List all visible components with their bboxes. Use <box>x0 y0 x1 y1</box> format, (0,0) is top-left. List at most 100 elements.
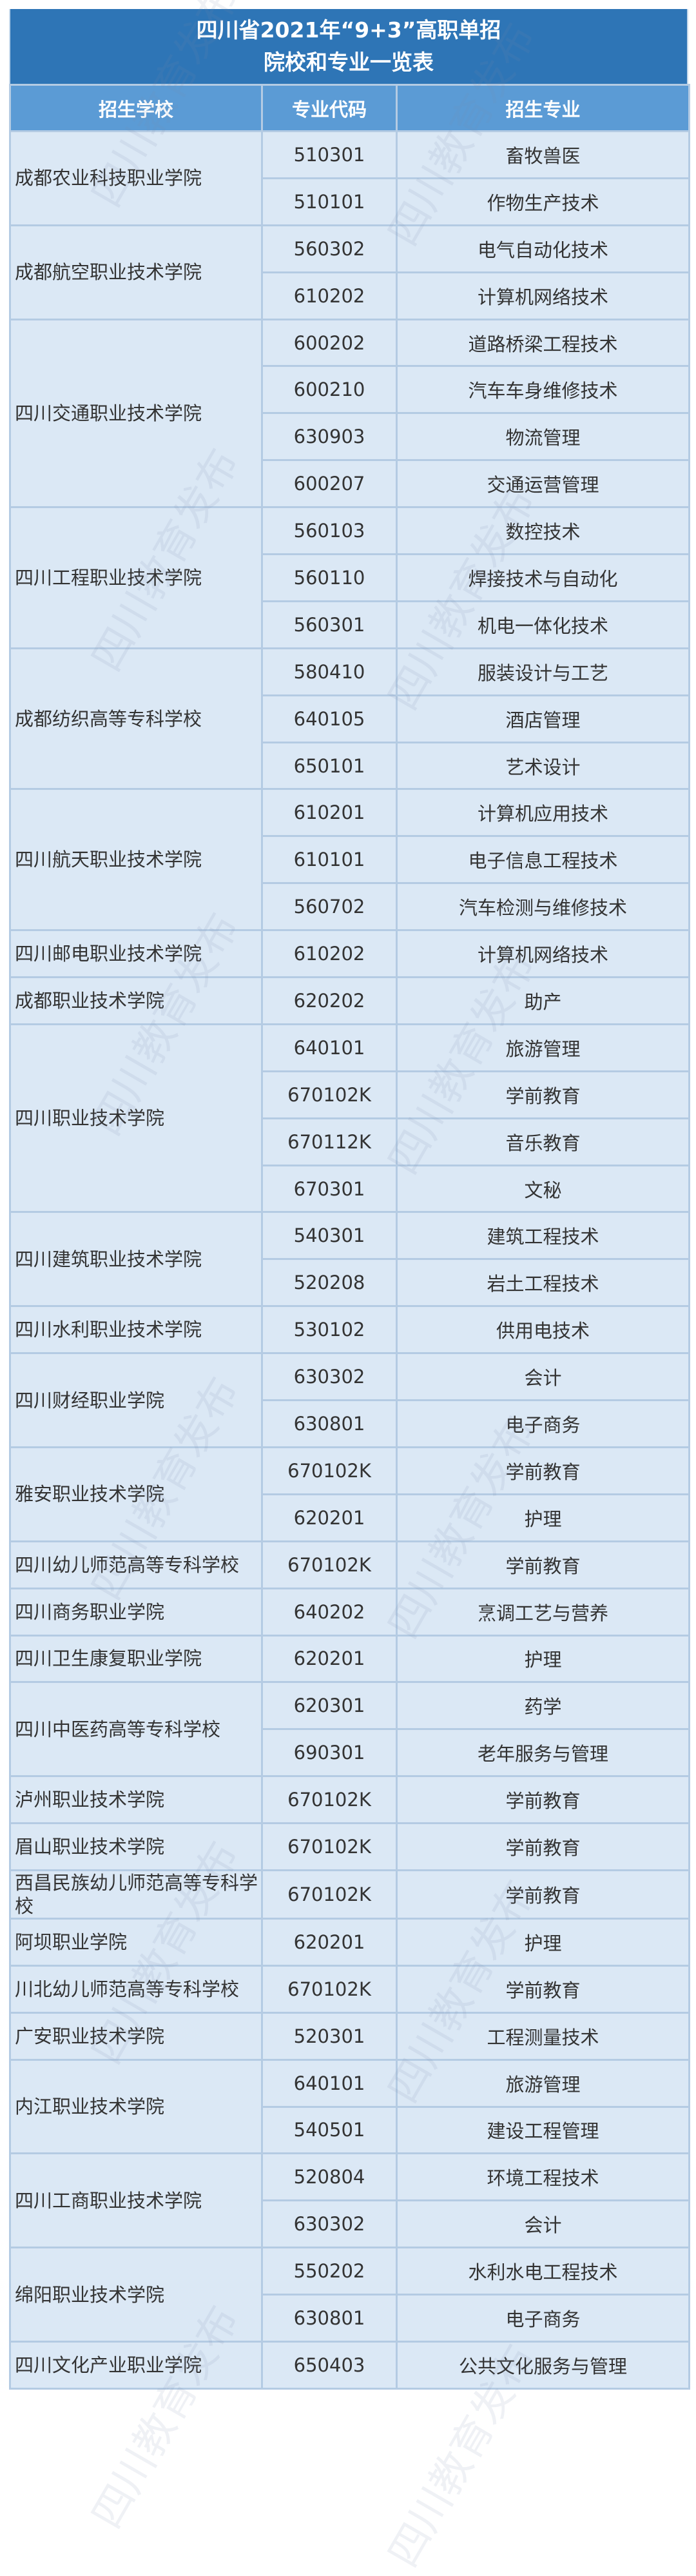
major-code-cell: 610101 <box>261 835 398 885</box>
table-row: 四川航天职业技术学院 610201 计算机应用技术 <box>9 788 690 932</box>
table-row: 560702 汽车检测与维修技术 <box>10 882 690 932</box>
major-name-cell: 电子商务 <box>396 1399 690 1448</box>
school-name-cell: 四川卫生康复职业学院 <box>9 1634 263 1684</box>
major-name-cell: 学前教育 <box>396 1446 690 1495</box>
major-code-cell: 650403 <box>261 2340 398 2390</box>
table-row: 690301 老年服务与管理 <box>10 1728 690 1778</box>
table-row: 成都航空职业技术学院 560302 电气自动化技术 <box>9 224 690 320</box>
table-row: 610202 计算机网络技术 <box>10 271 690 320</box>
major-code-cell: 550202 <box>261 2247 398 2296</box>
major-code-cell: 620201 <box>261 1634 398 1684</box>
major-name-cell: 畜牧兽医 <box>396 130 690 179</box>
major-code-cell: 540301 <box>261 1211 398 1261</box>
school-name-cell: 四川职业技术学院 <box>9 1023 263 1214</box>
major-code-cell: 620201 <box>261 1917 398 1967</box>
table-row: 四川邮电职业技术学院 610202 计算机网络技术 <box>9 929 690 979</box>
table-row: 四川财经职业学院 630302 会计 <box>9 1352 690 1448</box>
table-row: 广安职业技术学院 520301 工程测量技术 <box>9 2011 690 2061</box>
major-name-cell: 护理 <box>396 1917 690 1967</box>
table-row: 四川商务职业学院 640202 烹调工艺与营养 <box>9 1587 690 1637</box>
major-code-cell: 560702 <box>261 882 398 932</box>
major-code-cell: 670112K <box>261 1117 398 1166</box>
table-row: 600207 交通运营管理 <box>10 459 690 509</box>
major-name-cell: 学前教育 <box>396 1070 690 1119</box>
major-code-cell: 630903 <box>261 412 398 462</box>
major-name-cell: 服装设计与工艺 <box>396 647 690 696</box>
major-code-cell: 600202 <box>261 318 398 368</box>
table-row: 成都纺织高等专科学校 580410 服装设计与工艺 <box>9 647 690 791</box>
school-name-cell: 四川工程职业技术学院 <box>9 506 263 649</box>
table-row: 630801 电子商务 <box>10 1399 690 1448</box>
major-name-cell: 计算机网络技术 <box>396 929 690 979</box>
major-name-cell: 计算机网络技术 <box>396 271 690 320</box>
major-code-cell: 690301 <box>261 1728 398 1778</box>
major-code-cell: 520208 <box>261 1258 398 1308</box>
header-school: 招生学校 <box>9 84 263 132</box>
major-code-cell: 580410 <box>261 647 398 696</box>
table-row: 640105 酒店管理 <box>10 694 690 743</box>
major-code-cell: 530102 <box>261 1305 398 1355</box>
major-name-cell: 文秘 <box>396 1164 690 1214</box>
major-code-cell: 600207 <box>261 459 398 509</box>
major-code-cell: 610202 <box>261 271 398 320</box>
major-name-cell: 电气自动化技术 <box>396 224 690 273</box>
major-code-cell: 670102K <box>261 1446 398 1495</box>
major-code-cell: 620202 <box>261 976 398 1025</box>
school-name-cell: 四川幼儿师范高等专科学校 <box>9 1540 263 1589</box>
title-line-1: 四川省2021年“9+3”高职单招 <box>196 17 501 43</box>
table-row: 内江职业技术学院 640101 旅游管理 <box>9 2058 690 2155</box>
table-row: 绵阳职业技术学院 550202 水利水电工程技术 <box>9 2247 690 2343</box>
major-code-cell: 670301 <box>261 1164 398 1214</box>
major-code-cell: 620301 <box>261 1681 398 1731</box>
major-code-cell: 520804 <box>261 2152 398 2202</box>
major-code-cell: 670102K <box>261 1869 398 1920</box>
major-code-cell: 610202 <box>261 929 398 979</box>
major-code-cell: 540501 <box>261 2105 398 2155</box>
major-name-cell: 老年服务与管理 <box>396 1728 690 1778</box>
title-line-2: 院校和专业一览表 <box>264 50 434 75</box>
table-row: 阿坝职业学院 620201 护理 <box>9 1917 690 1967</box>
major-name-cell: 汽车检测与维修技术 <box>396 882 690 932</box>
table-row: 四川卫生康复职业学院 620201 护理 <box>9 1634 690 1684</box>
major-code-cell: 560301 <box>261 600 398 649</box>
table-row: 650101 艺术设计 <box>10 741 690 791</box>
major-name-cell: 学前教育 <box>396 1869 690 1920</box>
major-name-cell: 公共文化服务与管理 <box>396 2340 690 2390</box>
major-name-cell: 道路桥梁工程技术 <box>396 318 690 368</box>
table-row: 四川文化产业职业学院 650403 公共文化服务与管理 <box>9 2340 690 2390</box>
major-name-cell: 供用电技术 <box>396 1305 690 1355</box>
table-row: 670301 文秘 <box>10 1164 690 1214</box>
major-name-cell: 物流管理 <box>396 412 690 462</box>
major-name-cell: 汽车车身维修技术 <box>396 365 690 415</box>
major-name-cell: 建设工程管理 <box>396 2105 690 2155</box>
table-row: 630801 电子商务 <box>10 2294 690 2343</box>
major-name-cell: 烹调工艺与营养 <box>396 1587 690 1637</box>
school-name-cell: 四川交通职业技术学院 <box>9 318 263 509</box>
school-name-cell: 广安职业技术学院 <box>9 2011 263 2061</box>
school-name-cell: 成都职业技术学院 <box>9 976 263 1025</box>
major-code-cell: 520301 <box>261 2011 398 2061</box>
major-code-cell: 650101 <box>261 741 398 791</box>
major-code-cell: 670102K <box>261 1070 398 1119</box>
major-code-cell: 630801 <box>261 1399 398 1448</box>
table-row: 510101 作物生产技术 <box>10 177 690 226</box>
school-name-cell: 绵阳职业技术学院 <box>9 2247 263 2343</box>
major-name-cell: 学前教育 <box>396 1964 690 2014</box>
table-row: 四川职业技术学院 640101 旅游管理 <box>9 1023 690 1214</box>
major-code-cell: 640202 <box>261 1587 398 1637</box>
table-row: 川北幼儿师范高等专科学校 670102K 学前教育 <box>9 1964 690 2014</box>
table-title: 四川省2021年“9+3”高职单招 院校和专业一览表 <box>9 9 688 84</box>
major-name-cell: 护理 <box>396 1634 690 1684</box>
school-name-cell: 雅安职业技术学院 <box>9 1446 263 1542</box>
major-name-cell: 旅游管理 <box>396 2058 690 2108</box>
major-name-cell: 数控技术 <box>396 506 690 556</box>
school-name-cell: 四川财经职业学院 <box>9 1352 263 1448</box>
major-code-cell: 630302 <box>261 2199 398 2249</box>
school-name-cell: 泸州职业技术学院 <box>9 1775 263 1825</box>
table-row: 670112K 音乐教育 <box>10 1117 690 1166</box>
school-name-cell: 四川水利职业技术学院 <box>9 1305 263 1355</box>
major-code-cell: 630801 <box>261 2294 398 2343</box>
major-name-cell: 旅游管理 <box>396 1023 690 1072</box>
table-row: 四川工程职业技术学院 560103 数控技术 <box>9 506 690 649</box>
table-row: 成都农业科技职业学院 510301 畜牧兽医 <box>9 130 690 226</box>
